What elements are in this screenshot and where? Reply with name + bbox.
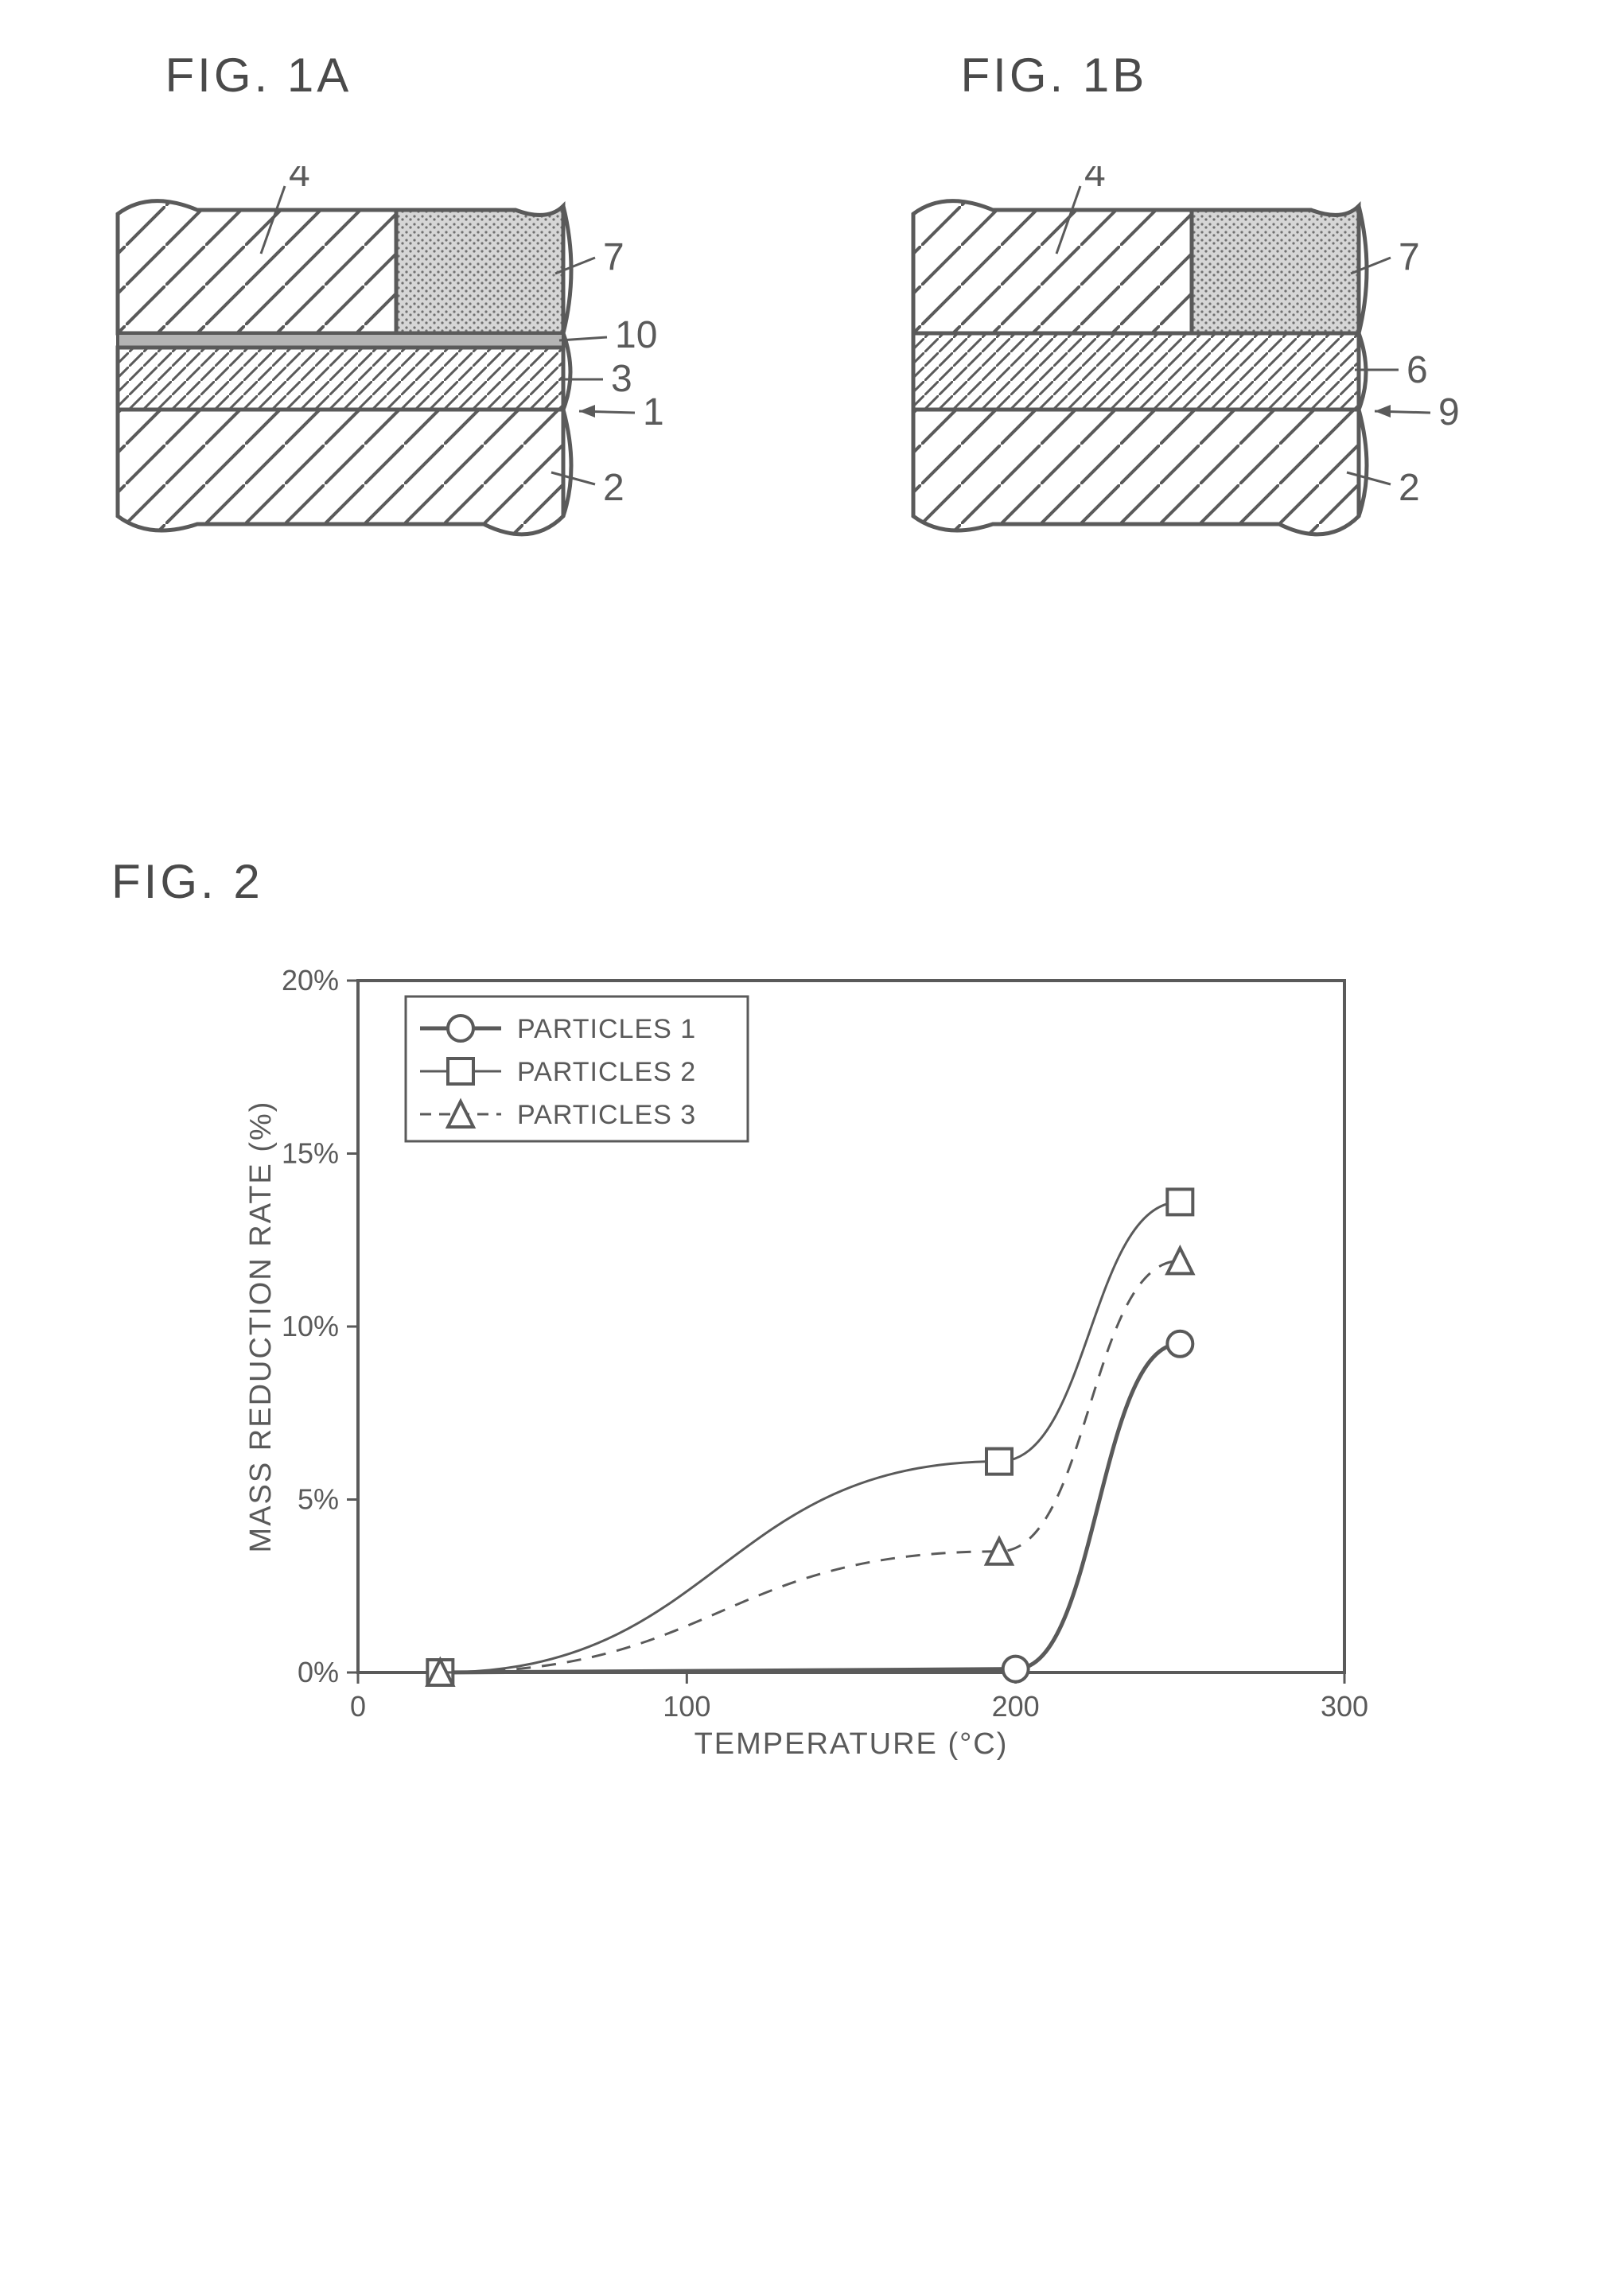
- fig-2-block: FIG. 2 0 100 200 300 0% 5% 10% 15% 20% TEMPERATUR…: [64, 854, 1539, 1764]
- svg-text:PARTICLES 1: PARTICLES 1: [517, 1014, 696, 1044]
- fig-2-title: FIG. 2: [111, 854, 1539, 909]
- svg-text:TEMPERATURE (°C): TEMPERATURE (°C): [695, 1727, 1009, 1760]
- label-10: 10: [615, 314, 657, 356]
- label-2b: 2: [1399, 467, 1420, 509]
- svg-text:20%: 20%: [282, 964, 339, 996]
- label-7: 7: [603, 236, 624, 278]
- svg-text:10%: 10%: [282, 1310, 339, 1342]
- label-4b: 4: [1084, 166, 1106, 195]
- fig-2-chart: 0 100 200 300 0% 5% 10% 15% 20% TEMPERATURE (°C) M…: [239, 957, 1539, 1764]
- svg-text:MASS REDUCTION RATE (%): MASS REDUCTION RATE (%): [244, 1101, 278, 1553]
- label-6: 6: [1407, 349, 1428, 391]
- label-7b: 7: [1399, 236, 1420, 278]
- fig-1b-diagram: 4 7 6 9 2: [881, 166, 1518, 584]
- svg-text:5%: 5%: [298, 1483, 339, 1516]
- fig-1a-title: FIG. 1A: [165, 48, 352, 103]
- label-3: 3: [611, 358, 632, 400]
- label-9: 9: [1438, 391, 1460, 433]
- fig-1b-block: FIG. 1B 4 7: [881, 48, 1518, 584]
- fig-1b-title: FIG. 1B: [961, 48, 1148, 103]
- svg-text:PARTICLES 3: PARTICLES 3: [517, 1100, 696, 1130]
- svg-text:200: 200: [992, 1690, 1040, 1723]
- svg-text:0: 0: [350, 1690, 366, 1723]
- svg-text:300: 300: [1321, 1690, 1368, 1723]
- svg-text:15%: 15%: [282, 1137, 339, 1170]
- label-1: 1: [643, 391, 664, 433]
- svg-text:100: 100: [663, 1690, 710, 1723]
- fig-1a-diagram: 4 7 10 3 1 2: [86, 166, 722, 584]
- label-4: 4: [289, 166, 310, 195]
- figure-1-row: FIG. 1A: [64, 48, 1539, 584]
- svg-text:PARTICLES 2: PARTICLES 2: [517, 1057, 696, 1087]
- fig-1a-block: FIG. 1A: [86, 48, 722, 584]
- svg-text:0%: 0%: [298, 1656, 339, 1688]
- label-2: 2: [603, 467, 624, 509]
